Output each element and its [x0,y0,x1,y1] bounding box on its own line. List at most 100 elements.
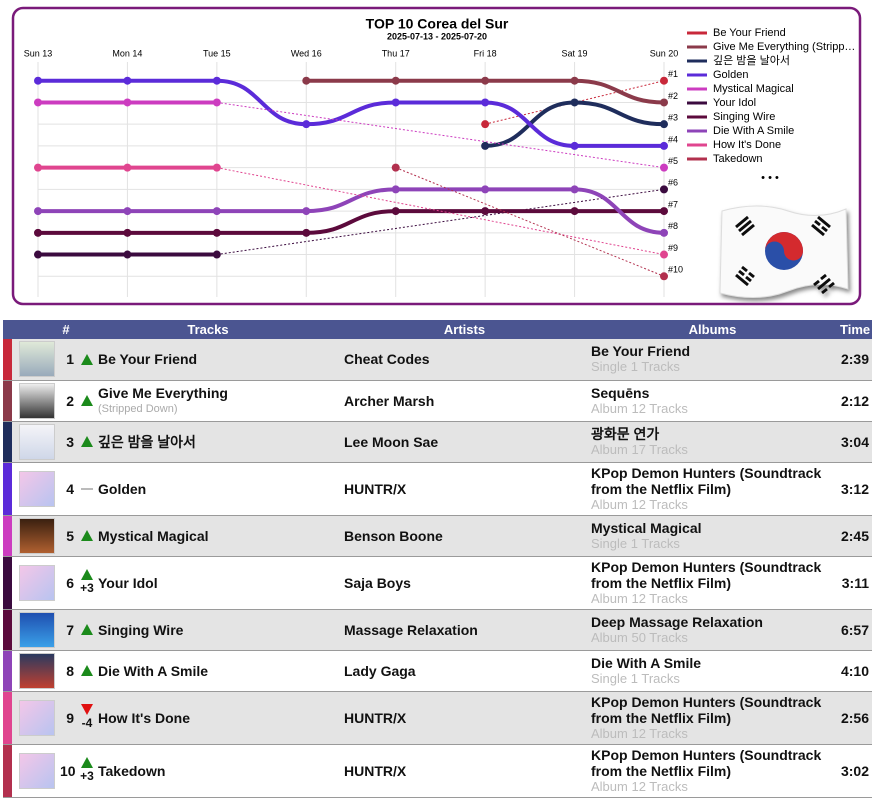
trend [78,530,96,541]
trend [78,487,96,490]
album-name: Sequēns [591,384,650,401]
header-spacer [3,320,57,339]
chart-title: TOP 10 Corea del Sur [366,16,509,32]
track-row[interactable]: 4 Golden HUNTR/X KPop Demon Hunters (Soundt… [3,462,872,516]
cover-cell [12,339,57,381]
y-tick-label: #5 [668,156,678,166]
rank-dot [481,120,490,129]
rank-line [214,78,309,127]
album-info: Album 12 Tracks [591,725,688,741]
rank-dot [481,207,490,216]
rank-dot [391,98,400,107]
rank-dot [34,98,42,107]
trend-arrow [81,353,93,365]
rank: 7 [57,609,75,651]
rank-dot [481,141,490,150]
track-title: 깊은 밤을 날아서 [98,434,196,450]
rank-dot [34,163,42,172]
header-cell[interactable]: Albums [588,320,837,339]
rank-line [304,187,398,214]
album-name: KPop Demon Hunters (Soundtrack from the … [591,746,822,779]
artist: Massage Relaxation [341,609,588,651]
y-tick-label: #9 [668,243,678,253]
track-row[interactable]: 6 +3 Your Idol Saja Boys KPop Demon Hunters … [3,556,872,610]
album-name: Be Your Friend [591,343,691,360]
duration: 2:12 [837,380,872,422]
trend [78,395,96,406]
track-row[interactable]: 2 Give Me Everything (Stripped Down) Archer… [3,380,872,422]
rank: 2 [57,380,75,422]
album-info: Album 50 Tracks [591,629,688,645]
rank: 10 [57,744,76,798]
y-tick-label: #2 [668,91,678,101]
header-cell[interactable]: Time [837,320,872,339]
rank-jump [395,167,665,277]
track-row[interactable]: 10 +3 Takedown HUNTR/X KPop Demon Hunters (S… [3,744,872,798]
track-info: (Stripped Down) [98,402,178,415]
row-color [3,650,12,692]
rank-dot [660,207,668,216]
album-cover [19,382,55,419]
track-title: Singing Wire [98,622,183,638]
rank-dot [212,228,221,237]
rank-change: +3 [80,581,94,595]
legend-label: Golden [713,69,748,81]
row-color [3,515,12,557]
track-title: Give Me Everything (Stripped Down) [98,385,228,417]
track-cell: Mystical Magical [75,515,341,557]
rank-dot [660,272,668,281]
track-row[interactable]: 1 Be Your Friend Cheat Codes Be Your Friend… [3,339,872,381]
header-cell[interactable]: Artists [341,320,588,339]
rank-dot [481,185,490,194]
rank-dot [481,98,490,107]
y-tick-label: #6 [668,178,678,188]
album-cover [19,517,55,554]
artist: Saja Boys [341,556,588,610]
track-wrap: Be Your Friend [78,351,338,367]
rank-jump [216,101,665,169]
artist: Lee Moon Sae [341,421,588,463]
track-row[interactable]: 7 Singing Wire Massage Relaxation Deep Mass… [3,609,872,651]
cover-cell [12,421,57,463]
header-cell[interactable]: # [57,320,75,339]
track-cell: Die With A Smile [75,650,341,692]
legend-label: Singing Wire [713,111,775,123]
album-info: Album 12 Tracks [591,590,688,606]
rank-dot [123,207,132,216]
row-color [3,556,12,610]
y-tick-label: #3 [668,113,678,123]
track-row[interactable]: 9 -4 How It's Done HUNTR/X KPop Demon Hunter… [3,691,872,745]
album-name: KPop Demon Hunters (Soundtrack from the … [591,693,822,726]
rank-dot [391,185,400,194]
rank-dot [481,76,490,85]
artist: Benson Boone [341,515,588,557]
track-row[interactable]: 8 Die With A Smile Lady Gaga Die With A Smi… [3,650,872,692]
cover-cell [12,380,57,422]
rank-dot [570,185,579,194]
album-cover [19,752,55,789]
header-cell[interactable]: Tracks [75,320,341,339]
track-name: 깊은 밤을 날아서 [98,433,196,450]
rank-dot [123,98,132,107]
track-row[interactable]: 3 깊은 밤을 날아서 Lee Moon Sae 광화문 연가 Album 17 Tra… [3,421,872,463]
track-cell: 깊은 밤을 날아서 [75,421,341,463]
rank-dot [212,98,221,107]
track-title: Die With A Smile [98,663,208,679]
rank-dot [391,163,400,172]
trend: -4 [78,704,96,731]
rank-dot [660,120,668,129]
track-title: Your Idol [98,575,158,591]
legend-label: Be Your Friend [713,27,786,39]
cover-cell [12,744,57,798]
track-cell: Singing Wire [75,609,341,651]
track-row[interactable]: 5 Mystical Magical Benson Boone Mystical Ma… [3,515,872,557]
rank-dot [123,250,132,259]
row-color [3,691,12,745]
album-name: KPop Demon Hunters (Soundtrack from the … [591,464,822,497]
track-wrap: Mystical Magical [78,528,338,544]
rank-dot [660,163,668,172]
cover-cell [12,650,57,692]
artist: Cheat Codes [341,339,588,381]
album-cell: Sequēns Album 12 Tracks [588,380,837,422]
